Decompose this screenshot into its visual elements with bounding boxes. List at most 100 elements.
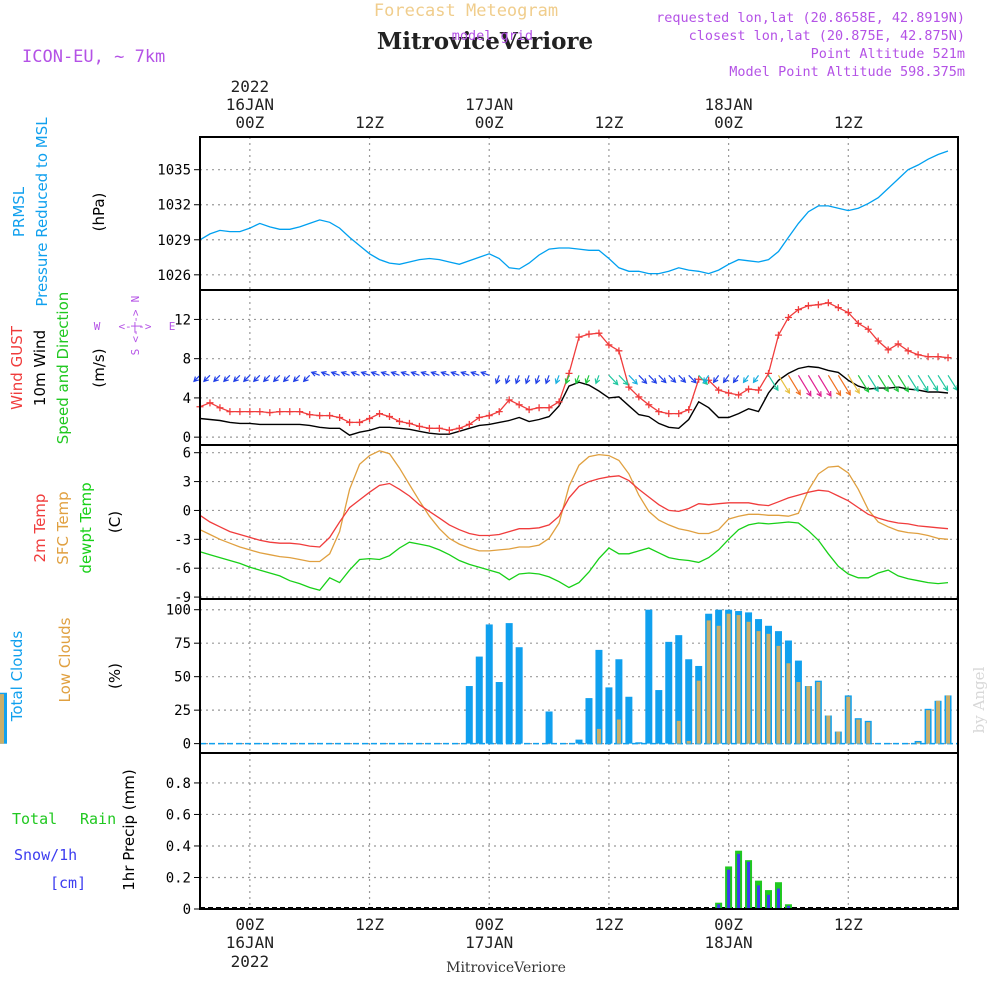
gust-marker [914,351,922,359]
gust-marker [545,404,553,412]
precip-ytick-label-4: 0.8 [166,776,191,792]
temp-ytick-label-4: 3 [183,475,191,491]
closest-coords: closest lon,lat (20.875E, 42.875N) [689,28,965,44]
total-cloud-bar [605,687,613,744]
compass-e: E [169,320,176,333]
gust-label: Wind GUST [8,325,26,410]
pressure-ytick-label-0: 1026 [157,268,191,284]
low-cloud-bar [786,663,791,744]
prmsl-line [199,150,949,275]
snow-precip-bar [747,861,751,909]
wind-ytick-label-3: 12 [174,312,191,328]
gust-marker [495,408,503,416]
total-cloud-bar [465,686,473,744]
total-cloud-bar [635,742,643,744]
wind-arrow [887,375,899,393]
wind-arrow [213,374,221,383]
wind-arrow [937,375,949,392]
gust-marker [326,412,334,420]
cloud-ytick-label-0: 0 [183,737,191,753]
cloud-panel: 0 25 50 75 100 [0,598,959,754]
wind-arrow [262,374,271,383]
wind-arrow [514,375,521,385]
rain-label: Rain [80,810,116,828]
precip-ytick-label-2: 0.4 [166,839,191,855]
top-day-label-4: 18JAN [705,95,753,114]
low-cloud-bar [716,625,721,744]
bottom-time-label-5: 12Z [834,915,863,934]
gust-marker [824,299,832,307]
total-cloud-bar [475,656,483,744]
gust-marker [784,313,792,321]
total-cloud-bar [505,623,513,744]
gust-marker [695,375,703,383]
pressure-ytick-label-1: 1029 [157,233,191,249]
footer-station: MitroviceVeriore [446,960,566,976]
wind-arrow [777,375,791,395]
total-cloud-bar [685,659,693,744]
gust-marker [934,353,942,361]
gust-marker [745,385,753,393]
gust-marker [645,401,653,409]
wind-unit: (m/s) [90,348,108,387]
total-cloud-bar [545,711,553,744]
precip-frame [199,752,959,910]
precip-ytick-label-0: 0 [183,902,191,918]
bottom-year-label: 2022 [231,952,270,971]
low-cloud-bar [726,613,731,744]
gust-marker [475,414,483,422]
precip-ytick-label-1: 0.2 [166,870,191,886]
wind-arrow [233,374,241,383]
total-cloud-bar [645,609,653,744]
wind-arrow [470,371,480,377]
wind-arrow [272,374,281,383]
wind-labels: Wind GUST 10m Wind Speed and Direction (… [8,292,175,445]
gust-marker [455,424,463,432]
pressure-ytick-label-2: 1032 [157,198,191,214]
wind-arrow [450,371,460,377]
wind-arrow [460,371,470,377]
wind-arrow [917,375,929,392]
temp-ytick-label-2: -3 [174,532,191,548]
gust-marker [415,422,423,430]
wind-arrow [564,375,571,385]
gust-marker [755,386,763,394]
low-cloud-bar [736,615,741,744]
wind-arrow [252,374,261,383]
gust-marker [884,346,892,354]
model-label: ICON-EU, ~ 7km [22,47,165,67]
grid-prefix: model grid [452,28,533,44]
wind-arrow [907,375,919,393]
gust-marker [854,319,862,327]
wind-arrow [420,371,430,377]
total-label: Total [12,810,57,828]
wind-arrow [608,374,619,386]
gust-marker [515,401,523,409]
temp-ytick-label-0: -9 [174,590,191,606]
wind-arrow [524,375,531,385]
gust-marker [246,408,254,416]
gust-marker [665,410,673,418]
pressure-unit: (hPa) [90,193,108,232]
point-altitude: Point Altitude 521m [811,46,965,62]
top-time-label-5: 12Z [834,113,863,132]
pressure-labels: PRMSL Pressure Reduced to MSL (hPa) [10,117,108,307]
wind-arrow [370,371,380,377]
temp2m-label: 2m Temp [31,494,49,563]
cloud-ytick-label-3: 75 [174,636,191,652]
wind-arrow [827,375,842,397]
wind-arrow [867,375,879,393]
gust-marker [924,353,932,361]
wind-arrow [380,371,390,377]
low-cloud-bar [696,680,701,744]
gust-marker [356,418,364,426]
low-cloud-bar [596,728,601,744]
snow-label: Snow/1h [14,846,77,864]
gust-marker [615,347,623,355]
top-time-label-4: 00Z [714,113,743,132]
wind-ytick-label-0: 0 [183,430,191,446]
total-cloud-bar [585,698,593,744]
precip-labels: Total Rain Snow/1h [cm] 1hr Precip (mm) [12,769,138,892]
gust-marker [625,383,633,391]
pressure-ytick-label-3: 1035 [157,163,191,179]
